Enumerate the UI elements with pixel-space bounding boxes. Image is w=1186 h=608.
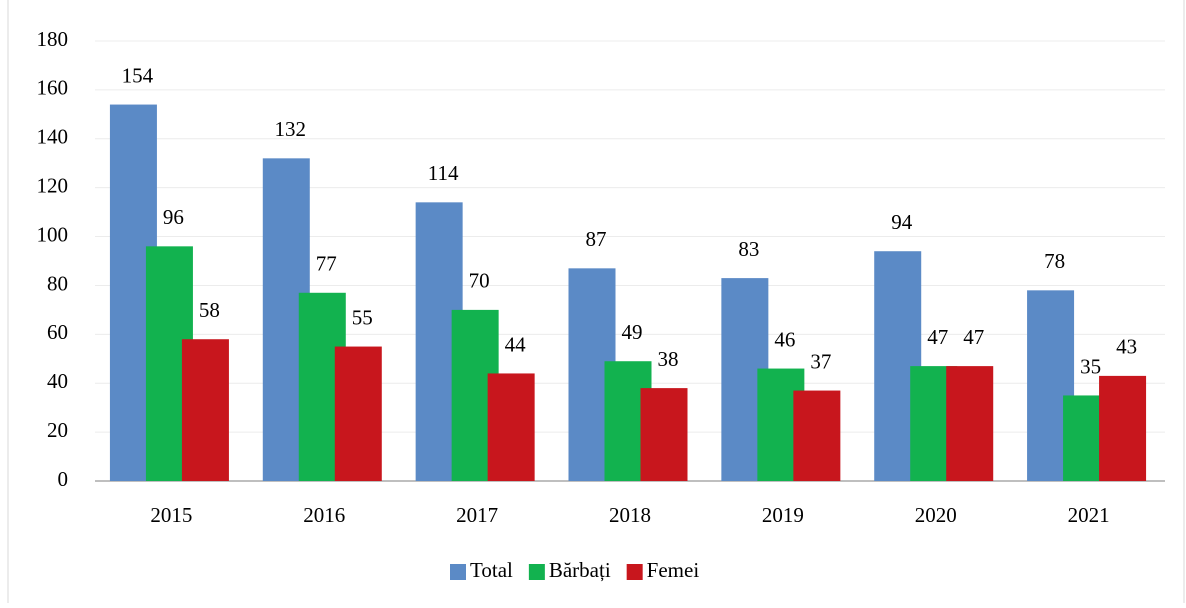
x-tick-label: 2016 xyxy=(303,503,345,527)
data-label: 37 xyxy=(810,349,831,373)
data-label: 46 xyxy=(774,327,795,351)
y-tick-label: 80 xyxy=(47,271,68,295)
data-label: 114 xyxy=(428,161,459,185)
x-tick-label: 2019 xyxy=(762,503,804,527)
data-label: 58 xyxy=(199,298,220,322)
y-tick-label: 40 xyxy=(47,369,68,393)
bar xyxy=(1099,375,1147,481)
bar xyxy=(487,373,535,481)
data-label: 35 xyxy=(1080,354,1101,378)
data-label: 43 xyxy=(1116,335,1137,359)
x-tick-label: 2015 xyxy=(150,503,192,527)
bar xyxy=(793,390,841,481)
x-tick-label: 2017 xyxy=(456,503,498,527)
y-tick-label: 60 xyxy=(47,320,68,344)
y-tick-label: 0 xyxy=(58,467,69,491)
y-tick-label: 180 xyxy=(37,27,69,51)
data-label: 44 xyxy=(505,332,527,356)
legend-label: Total xyxy=(470,558,513,582)
data-label: 96 xyxy=(163,205,184,229)
data-label: 55 xyxy=(352,305,373,329)
data-label: 38 xyxy=(658,347,679,371)
bar xyxy=(946,366,994,481)
bar xyxy=(181,339,229,481)
bar xyxy=(640,388,688,481)
x-tick-label: 2021 xyxy=(1068,503,1110,527)
bar xyxy=(334,346,382,481)
y-tick-label: 20 xyxy=(47,418,68,442)
data-label: 47 xyxy=(927,325,948,349)
data-label: 70 xyxy=(469,269,490,293)
data-label: 87 xyxy=(586,227,607,251)
x-tick-label: 2020 xyxy=(915,503,957,527)
data-label: 47 xyxy=(963,325,984,349)
legend-label: Bărbați xyxy=(549,558,611,582)
data-label: 78 xyxy=(1044,249,1065,273)
data-label: 132 xyxy=(275,117,307,141)
legend-swatch xyxy=(450,564,466,580)
data-label: 77 xyxy=(316,252,337,276)
data-label: 94 xyxy=(891,210,913,234)
legend-label: Femei xyxy=(647,558,700,582)
y-tick-label: 140 xyxy=(37,125,69,149)
y-tick-label: 100 xyxy=(37,222,69,246)
legend-swatch xyxy=(626,564,643,580)
y-tick-label: 120 xyxy=(37,173,69,197)
x-tick-label: 2018 xyxy=(609,503,651,527)
data-label: 154 xyxy=(122,63,154,87)
legend-swatch xyxy=(528,564,545,580)
data-label: 49 xyxy=(622,320,643,344)
data-label: 83 xyxy=(738,237,759,261)
y-tick-label: 160 xyxy=(37,76,69,100)
